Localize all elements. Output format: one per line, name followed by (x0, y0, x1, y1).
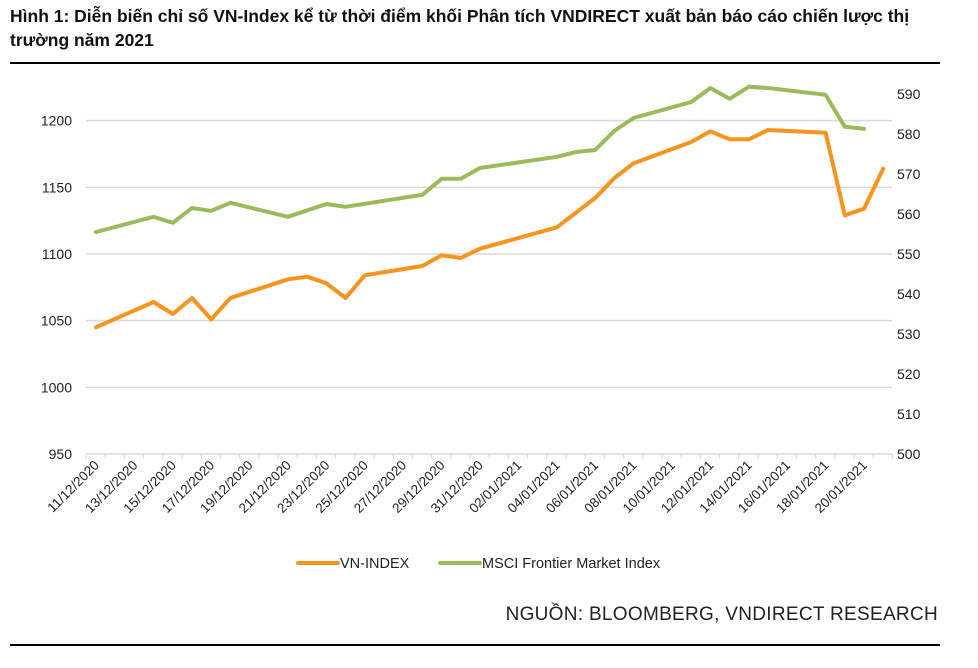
bottom-divider (10, 644, 940, 646)
right-axis-tick-label: 530 (897, 326, 921, 342)
title-divider (10, 62, 940, 64)
left-axis-tick-label: 1100 (42, 246, 72, 262)
right-axis-tick-label: 550 (897, 246, 921, 262)
left-axis-tick-label: 1150 (42, 179, 72, 195)
source-note: NGUỒN: BLOOMBERG, VNDIRECT RESEARCH (505, 604, 938, 625)
right-axis-tick-label: 580 (897, 126, 921, 142)
right-axis-tick-label: 590 (897, 86, 921, 102)
left-axis-tick-label: 1200 (41, 113, 72, 129)
series-line-1 (94, 84, 866, 234)
figure-title: Hình 1: Diễn biến chỉ số VN-Index kể từ … (10, 6, 910, 50)
right-axis-tick-label: 510 (897, 406, 921, 422)
right-axis-tick-label: 520 (897, 366, 921, 382)
right-axis-tick-label: 540 (897, 286, 921, 302)
left-axis-tick-label: 1000 (41, 379, 72, 395)
left-axis-tick-label: 950 (49, 446, 73, 462)
right-axis-tick-label: 500 (897, 446, 921, 462)
left-axis-tick-label: 1050 (41, 313, 72, 329)
line-chart: 950 1000 1050 1100 1150 1200 500 510 520 530 540 55… (41, 84, 921, 572)
legend-label: MSCI Frontier Market Index (482, 556, 661, 572)
right-axis-tick-label: 560 (897, 206, 921, 222)
series-line-0 (94, 128, 886, 330)
legend-label: VN-INDEX (340, 556, 410, 572)
right-axis-tick-label: 570 (897, 166, 921, 182)
